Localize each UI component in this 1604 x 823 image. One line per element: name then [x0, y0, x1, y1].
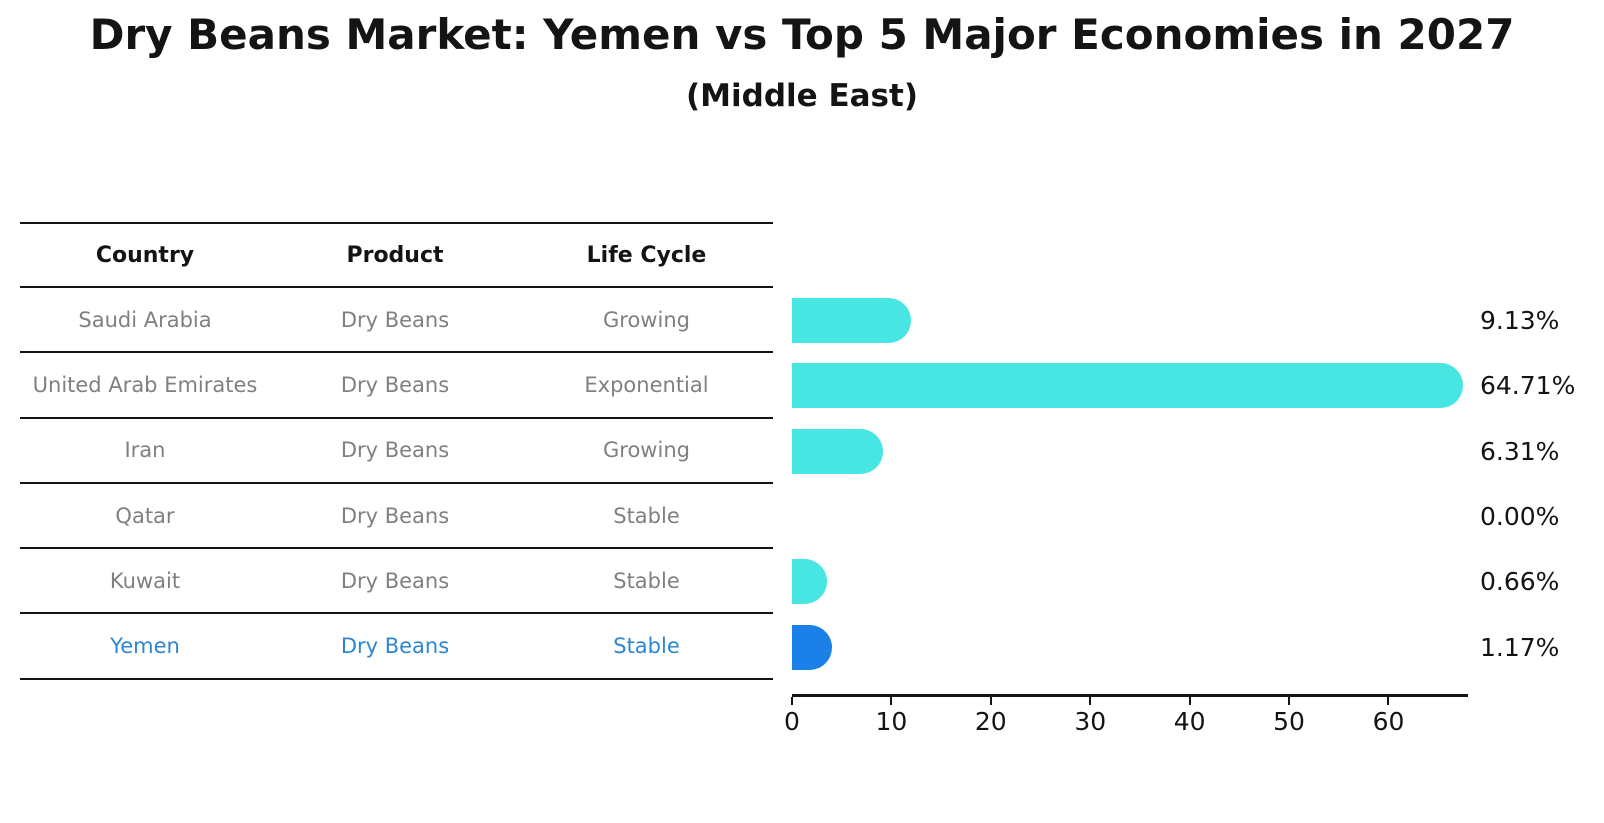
x-tick-mark: [989, 697, 992, 705]
bar-row-iran: [792, 419, 1468, 484]
bar-plot-area: [792, 288, 1468, 680]
table-row-yemen: Yemen Dry Beans Stable: [20, 614, 773, 680]
country-cell: United Arab Emirates: [32, 372, 258, 397]
bar-row-qatar: [792, 484, 1468, 549]
table-row: Kuwait Dry Beans Stable: [20, 549, 773, 615]
life-cycle-cell: Stable: [613, 634, 680, 659]
country-cell: Kuwait: [109, 568, 181, 593]
value-labels: 9.13% 64.71% 6.31% 0.00% 0.66% 1.17%: [1480, 288, 1604, 680]
product-cell: Dry Beans: [340, 307, 450, 332]
country-cell: Qatar: [115, 503, 175, 528]
bar-saudi-arabia: [792, 298, 911, 343]
value-label-kuwait: 0.66%: [1480, 567, 1560, 597]
table-row: Qatar Dry Beans Stable: [20, 484, 773, 550]
x-tick-label: 40: [1173, 707, 1206, 736]
x-tick-mark: [791, 697, 793, 705]
x-tick-mark: [1188, 697, 1191, 705]
life-cycle-cell: Stable: [613, 568, 680, 593]
x-tick-mark: [1387, 697, 1390, 705]
value-label-saudi-arabia: 9.13%: [1480, 306, 1560, 336]
column-header-product: Product: [346, 242, 444, 268]
bar-row-saudi-arabia: [792, 288, 1468, 353]
x-tick-label: 0: [784, 707, 800, 736]
x-tick-label: 10: [875, 707, 908, 736]
x-tick-mark: [1288, 697, 1291, 705]
product-cell: Dry Beans: [340, 372, 450, 397]
life-cycle-cell: Growing: [603, 438, 690, 463]
product-cell: Dry Beans: [340, 634, 450, 659]
x-tick-label: 30: [1074, 707, 1107, 736]
table-row: Iran Dry Beans Growing: [20, 419, 773, 484]
chart-subtitle: (Middle East): [685, 78, 918, 114]
x-tick-label: 60: [1372, 707, 1405, 736]
table-header-row: Country Product Life Cycle: [20, 222, 773, 288]
bar-row-uae: [792, 353, 1468, 418]
life-cycle-cell: Stable: [613, 503, 680, 528]
bar-row-yemen: [792, 615, 1468, 680]
bar-uae: [792, 363, 1464, 409]
bar-row-kuwait: [792, 549, 1468, 614]
x-tick-mark: [1089, 697, 1092, 705]
table-row: Saudi Arabia Dry Beans Growing: [20, 288, 773, 354]
country-cell: Iran: [124, 438, 166, 463]
x-axis-line: [792, 694, 1468, 697]
product-cell: Dry Beans: [340, 438, 450, 463]
column-header-country: Country: [95, 242, 195, 268]
value-label-iran: 6.31%: [1480, 436, 1560, 466]
chart-title: Dry Beans Market: Yemen vs Top 5 Major E…: [89, 10, 1515, 59]
x-tick-mark: [890, 697, 893, 705]
product-cell: Dry Beans: [340, 568, 450, 593]
x-axis-ticks: 0 10 20 30 40 50 60: [784, 697, 1468, 737]
bar-yemen: [792, 624, 832, 670]
value-label-qatar: 0.00%: [1480, 502, 1560, 532]
table-row: United Arab Emirates Dry Beans Exponenti…: [20, 353, 773, 419]
bar-kuwait: [792, 559, 827, 605]
x-tick-label: 20: [974, 707, 1007, 736]
product-cell: Dry Beans: [340, 503, 450, 528]
value-label-uae: 64.71%: [1480, 371, 1576, 401]
life-cycle-cell: Exponential: [584, 372, 709, 397]
x-tick-label: 50: [1273, 707, 1305, 736]
value-label-yemen: 1.17%: [1480, 632, 1560, 662]
country-cell: Saudi Arabia: [78, 307, 212, 332]
life-cycle-cell: Growing: [603, 307, 690, 332]
country-cell: Yemen: [110, 634, 180, 659]
bar-iran: [792, 428, 883, 474]
column-header-life-cycle: Life Cycle: [586, 242, 707, 268]
country-table: Country Product Life Cycle Saudi Arabia …: [20, 222, 773, 680]
